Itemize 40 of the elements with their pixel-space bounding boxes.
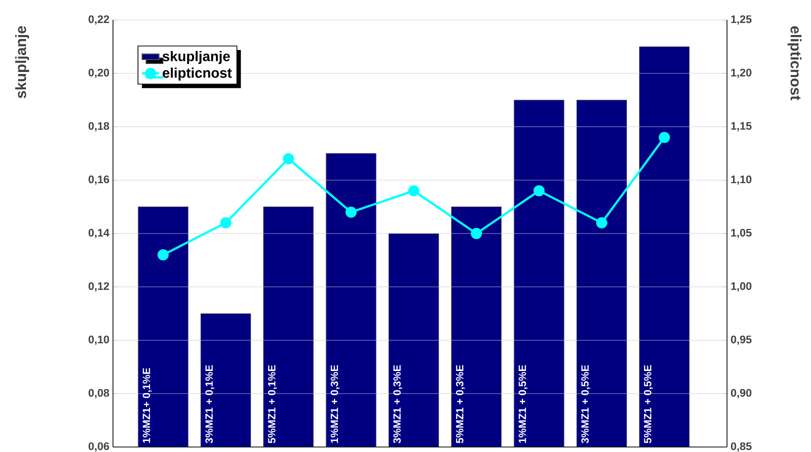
y2-tick-label: 0,85 bbox=[730, 442, 752, 452]
y2-tick-label: 0,95 bbox=[730, 336, 752, 345]
y-tick-label: 0,06 bbox=[88, 442, 110, 452]
point bbox=[596, 217, 608, 228]
y2-tick-label: 1,15 bbox=[731, 122, 752, 132]
y2-axis-title: elipticnost bbox=[788, 26, 802, 100]
y-tick-label: 0,20 bbox=[88, 68, 110, 78]
y2-tick-label: 1,10 bbox=[731, 175, 752, 185]
point bbox=[220, 217, 232, 228]
y-tick-label: 0,16 bbox=[88, 175, 110, 185]
x-tick-label: 5%MZ1 + 0,3%E bbox=[456, 365, 465, 444]
x-tick-label: 1%MZ1 + 0,3%E bbox=[330, 365, 340, 443]
x-tick-label: 3%MZ1 + 0,3%E bbox=[393, 365, 402, 444]
point bbox=[346, 206, 357, 218]
x-tick-label: 1%MZ1+ 0,1%E bbox=[142, 368, 152, 443]
point bbox=[533, 185, 545, 196]
point bbox=[658, 132, 670, 143]
y2-tick-label: 0,90 bbox=[730, 388, 752, 398]
x-tick-label: 5%MZ1 + 0,5%E bbox=[644, 365, 653, 444]
legend-label: elipticnost bbox=[162, 68, 232, 81]
y2-tick-label: 1,05 bbox=[731, 228, 752, 238]
y-tick-label: 0,14 bbox=[88, 228, 110, 238]
x-tick-label: 5%MZ1 + 0,1%E bbox=[268, 365, 277, 444]
y2-tick-label: 1,25 bbox=[731, 15, 752, 25]
y-tick-label: 0,12 bbox=[88, 282, 110, 292]
legend-label: skupljanje bbox=[162, 50, 230, 64]
x-tick-label: 3%MZ1 + 0,1%E bbox=[205, 365, 214, 444]
x-tick-label: 3%MZ1 + 0,5%E bbox=[581, 365, 590, 444]
y-axis-title: skupljanje bbox=[15, 26, 30, 98]
y2-tick-label: 1,20 bbox=[731, 68, 752, 78]
y-tick-label: 0,10 bbox=[88, 336, 110, 345]
point bbox=[408, 185, 420, 196]
y-tick-label: 0,18 bbox=[88, 122, 110, 132]
point bbox=[158, 249, 169, 260]
y2-tick-label: 1,00 bbox=[731, 282, 752, 292]
x-tick-label: 1%MZ1 + 0,5%E bbox=[518, 365, 528, 443]
y-tick-label: 0,08 bbox=[88, 388, 110, 398]
point bbox=[470, 228, 482, 240]
point bbox=[282, 153, 294, 164]
y-tick-label: 0,22 bbox=[88, 15, 110, 25]
